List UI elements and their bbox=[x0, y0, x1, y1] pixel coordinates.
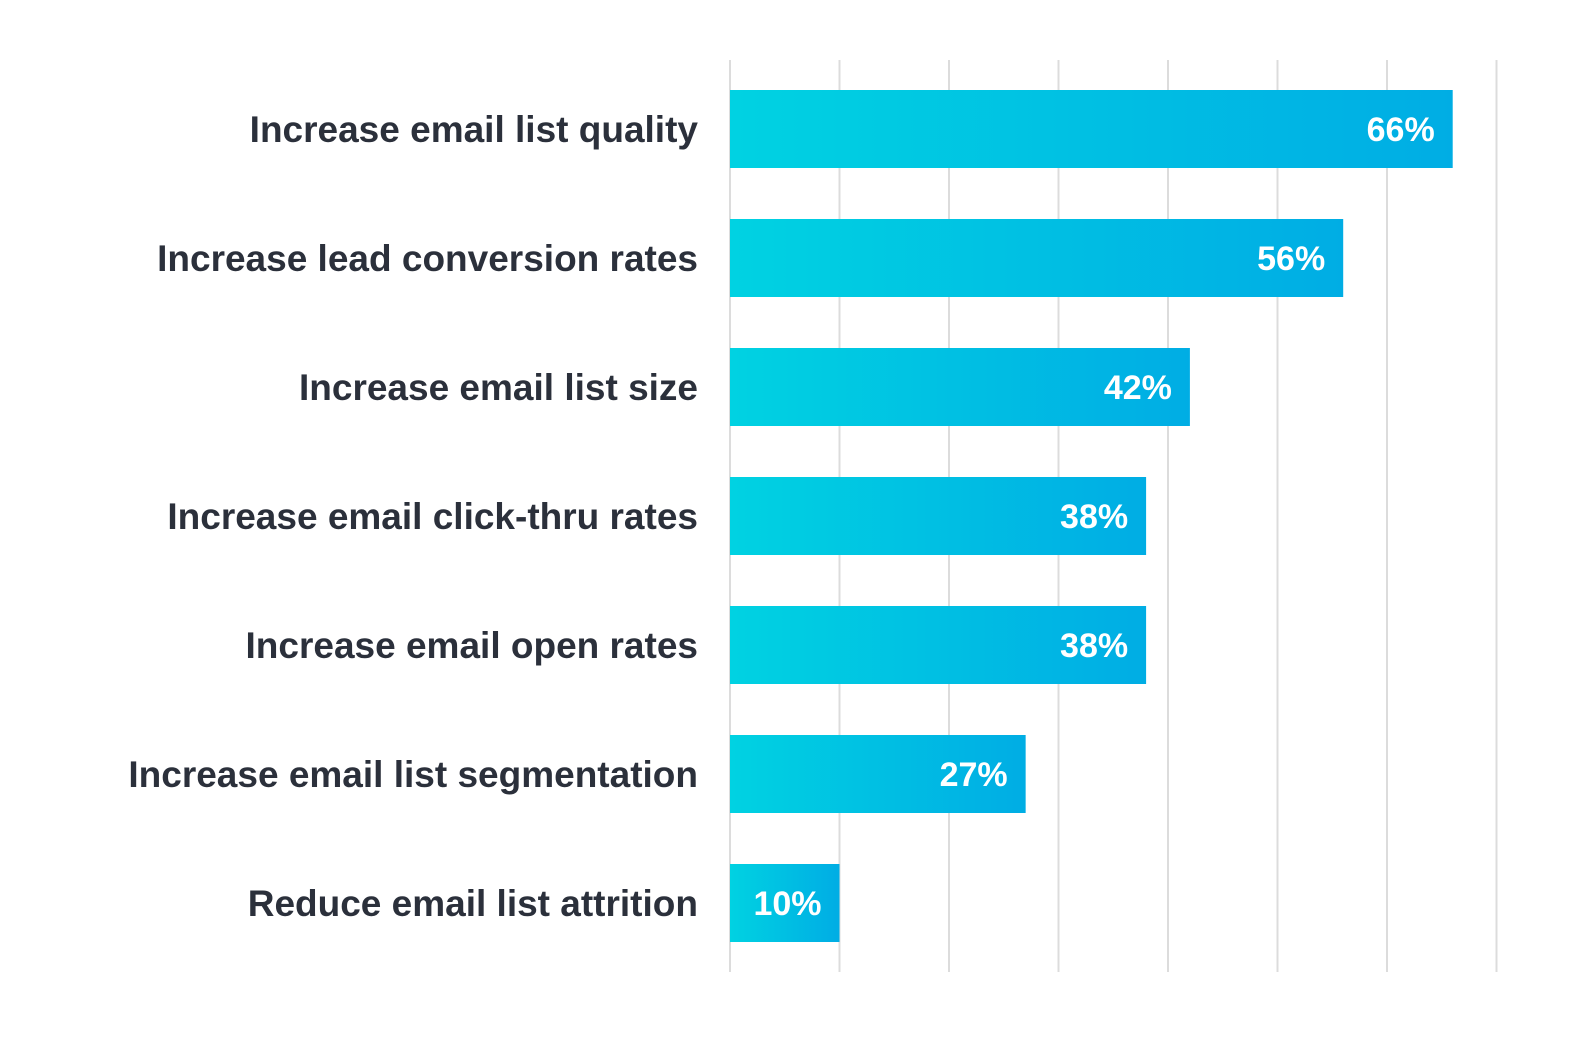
value-label: 38% bbox=[1060, 627, 1128, 665]
category-label: Increase email open rates bbox=[246, 625, 698, 666]
bar bbox=[730, 864, 840, 942]
bar bbox=[730, 348, 1190, 426]
value-label: 27% bbox=[940, 756, 1008, 794]
bar bbox=[730, 219, 1344, 297]
category-label: Increase email click-thru rates bbox=[167, 496, 698, 537]
bars: Increase email list quality 66% Increase l… bbox=[128, 90, 1453, 942]
bar bbox=[730, 606, 1147, 684]
category-label: Increase email list quality bbox=[250, 109, 699, 150]
bar bbox=[730, 90, 1453, 168]
value-label: 56% bbox=[1257, 240, 1325, 278]
value-label: 38% bbox=[1060, 498, 1128, 536]
category-label: Increase email list size bbox=[299, 367, 698, 408]
value-label: 66% bbox=[1367, 111, 1435, 149]
bar bbox=[730, 735, 1026, 813]
category-label: Increase email list segmentation bbox=[128, 754, 698, 795]
category-label: Reduce email list attrition bbox=[248, 883, 698, 924]
bar bbox=[730, 477, 1147, 555]
value-label: 42% bbox=[1104, 369, 1172, 407]
category-label: Increase lead conversion rates bbox=[157, 238, 698, 279]
value-label: 10% bbox=[753, 885, 821, 923]
